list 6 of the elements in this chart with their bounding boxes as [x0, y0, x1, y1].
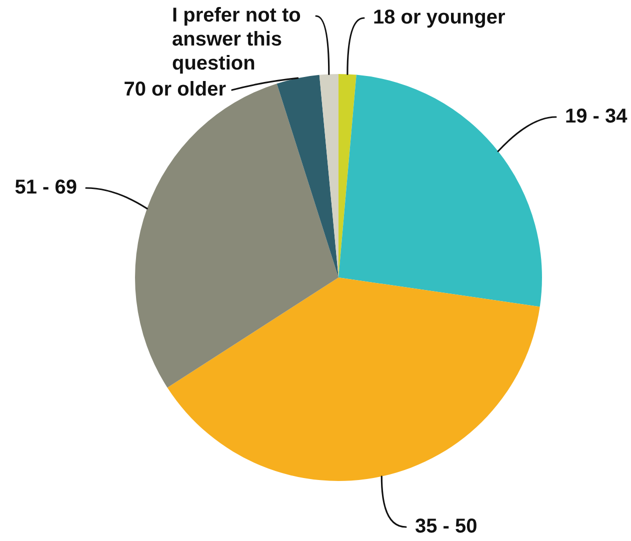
slice-label: 51 - 69 [14, 176, 77, 199]
slice-label: 18 or younger [373, 6, 506, 29]
slice-label: I prefer not to answer this question [172, 4, 301, 75]
slice-label: 19 - 34 [565, 106, 628, 128]
slice-label: 70 or older [124, 78, 226, 101]
slice-label: 35 - 50 [415, 516, 478, 538]
